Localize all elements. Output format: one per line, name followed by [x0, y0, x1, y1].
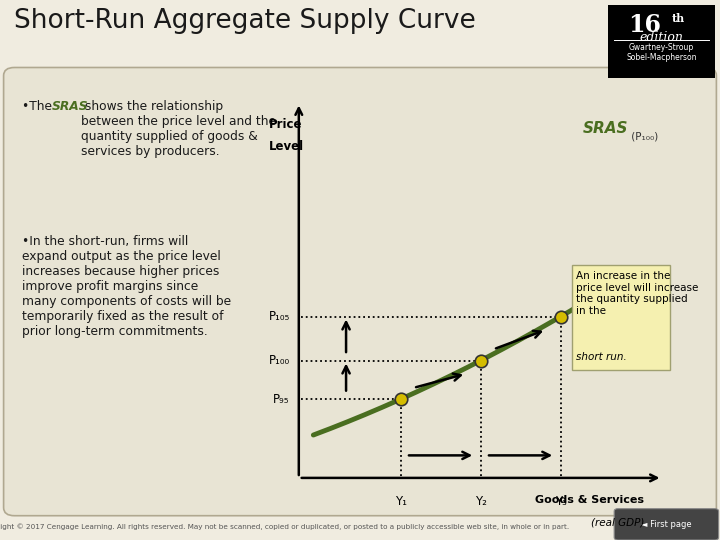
Text: P₉₅: P₉₅: [273, 393, 289, 406]
Text: 16: 16: [628, 14, 661, 37]
Text: edition: edition: [640, 31, 683, 44]
Text: •In the short-run, firms will
expand output as the price level
increases because: •In the short-run, firms will expand out…: [22, 235, 230, 338]
Text: (P₁₀₀): (P₁₀₀): [628, 131, 658, 141]
Text: th: th: [672, 14, 685, 24]
Text: Y₂: Y₂: [474, 495, 487, 508]
Text: (real GDP): (real GDP): [591, 517, 644, 527]
Text: Sobel-Macpherson: Sobel-Macpherson: [626, 53, 697, 62]
Text: Copyright © 2017 Cengage Learning. All rights reserved. May not be scanned, copi: Copyright © 2017 Cengage Learning. All r…: [0, 524, 569, 530]
Text: P₁₀₅: P₁₀₅: [269, 310, 289, 323]
Text: Goods & Services: Goods & Services: [535, 495, 644, 505]
Text: •The: •The: [22, 100, 55, 113]
Text: short run.: short run.: [576, 353, 627, 362]
Text: An increase in the
price level will increase
the quantity supplied
in the: An increase in the price level will incr…: [576, 271, 698, 316]
Text: SRAS: SRAS: [582, 122, 628, 137]
Text: Y₃: Y₃: [554, 495, 567, 508]
Text: Gwartney-Stroup: Gwartney-Stroup: [629, 43, 694, 52]
FancyBboxPatch shape: [572, 265, 670, 370]
Text: Short-Run Aggregate Supply Curve: Short-Run Aggregate Supply Curve: [14, 8, 476, 34]
FancyBboxPatch shape: [4, 68, 716, 516]
Text: SRAS: SRAS: [52, 100, 89, 113]
Text: P₁₀₀: P₁₀₀: [269, 354, 289, 367]
FancyBboxPatch shape: [608, 5, 715, 78]
Text: Y₁: Y₁: [395, 495, 407, 508]
FancyBboxPatch shape: [614, 509, 719, 540]
Text: Level: Level: [269, 140, 304, 153]
Text: Price: Price: [269, 118, 303, 131]
Text: ◄ First page: ◄ First page: [641, 520, 691, 529]
Text: shows the relationship
between the price level and the
quantity supplied of good: shows the relationship between the price…: [81, 100, 276, 158]
